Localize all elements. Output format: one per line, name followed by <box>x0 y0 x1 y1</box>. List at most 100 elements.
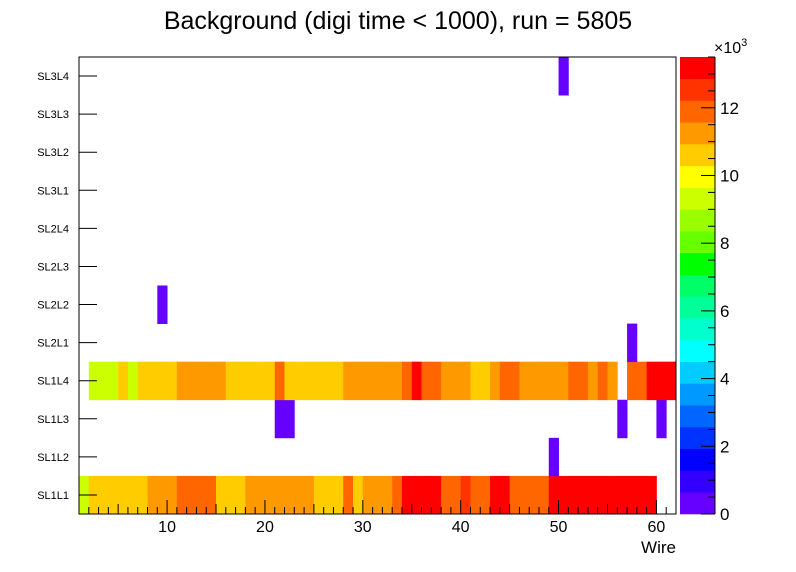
color-scale-swatch <box>680 144 715 167</box>
color-scale-swatch <box>680 274 715 297</box>
heatmap-cell <box>137 475 148 515</box>
color-scale-swatch <box>680 296 715 319</box>
heatmap-cell <box>382 361 393 401</box>
heatmap-cell <box>362 361 374 401</box>
heatmap-cell <box>421 475 432 515</box>
color-scale-swatch <box>680 231 715 254</box>
heatmap-cell <box>617 399 628 439</box>
heatmap-cell <box>274 475 285 515</box>
heatmap-cell <box>646 475 657 515</box>
heatmap-cell <box>392 361 403 401</box>
heatmap-cell <box>392 475 403 515</box>
y-axis: SL1L1 SL1L2 SL1L3 SL1L4 SL2L1 SL2L2 SL2L3 SL2L4… <box>37 71 97 502</box>
heatmap-cell <box>568 361 579 401</box>
heatmap-cell <box>206 475 217 515</box>
z-tick-label: 2 <box>720 437 729 456</box>
y-tick-label: SL1L4 <box>37 376 69 388</box>
heatmap-cell <box>353 361 364 401</box>
color-scale-swatch <box>680 426 715 450</box>
heatmap-cell <box>441 475 452 515</box>
heatmap-cell <box>186 475 197 515</box>
heatmap-cell <box>118 475 129 515</box>
heatmap-cell <box>548 361 559 401</box>
color-scale-swatch <box>680 405 715 428</box>
heatmap-cell <box>225 475 236 515</box>
heatmap-cell <box>450 475 462 515</box>
heatmap-cell <box>274 399 285 439</box>
heatmap-cell <box>157 285 168 324</box>
heatmap-cell <box>216 475 227 515</box>
color-scale-swatch <box>680 165 715 188</box>
x-axis-title: Wire <box>641 538 676 557</box>
x-tick-label: 60 <box>648 519 666 536</box>
heatmap-cell <box>245 361 256 401</box>
y-tick-label: SL1L1 <box>37 490 69 502</box>
heatmap-cell <box>627 475 638 515</box>
heatmap-cell <box>127 475 139 515</box>
y-tick-label: SL3L4 <box>37 71 69 83</box>
heatmap-cell <box>333 361 344 401</box>
x-tick-label: 20 <box>256 519 274 536</box>
heatmap-cell <box>509 361 520 401</box>
z-tick-label: 4 <box>720 370 729 389</box>
heatmap-cell <box>607 361 618 401</box>
heatmap-cell <box>401 475 413 515</box>
z-tick-label: 8 <box>720 234 729 253</box>
color-scale-exponent-base: ×10 <box>714 40 741 57</box>
color-scale-swatch <box>680 470 715 493</box>
y-tick-label: SL1L2 <box>37 452 69 464</box>
heatmap-cell <box>108 361 119 401</box>
heatmap-cell <box>499 475 511 515</box>
heatmap-cell <box>264 475 276 515</box>
color-scale-swatch <box>680 57 715 80</box>
z-tick-label: 12 <box>720 99 739 118</box>
heatmap-cell <box>176 475 188 515</box>
x-tick-label: 50 <box>550 519 568 536</box>
heatmap-cell <box>225 361 236 401</box>
heatmap-cell <box>529 475 540 515</box>
heatmap-cell <box>353 475 364 515</box>
heatmap-cell <box>196 475 207 515</box>
heatmap-cell <box>519 361 530 401</box>
heatmap-cell <box>343 361 354 401</box>
x-tick-label: 10 <box>158 519 176 536</box>
heatmap-cell <box>470 361 481 401</box>
heatmap-cell <box>499 361 511 401</box>
heatmap-cell <box>157 361 168 401</box>
heatmap-cell <box>323 361 334 401</box>
heatmap-cell <box>450 361 462 401</box>
plot-frame <box>78 56 677 515</box>
heatmap-cell <box>157 475 168 515</box>
heatmap-cell <box>382 475 393 515</box>
heatmap-cell <box>372 361 383 401</box>
y-tick-label: SL2L1 <box>37 338 69 350</box>
heatmap-cell <box>304 361 315 401</box>
heatmap-cell <box>372 475 383 515</box>
heatmap-cell <box>147 475 158 515</box>
heatmap-cell <box>460 361 471 401</box>
heatmap-cell <box>627 361 638 401</box>
heatmap-cell <box>656 361 667 401</box>
color-scale-swatch <box>680 187 715 210</box>
heatmap-cell <box>343 475 354 515</box>
heatmap-cell <box>98 361 109 401</box>
heatmap-cell <box>108 475 119 515</box>
heatmap-cell <box>118 361 129 401</box>
color-scale-swatch <box>680 383 715 406</box>
heatmap-cell <box>313 475 325 515</box>
heatmap-cell <box>304 475 315 515</box>
heatmap-cell <box>509 475 520 515</box>
heatmap-cell <box>137 361 148 401</box>
color-scale-swatch <box>680 209 715 232</box>
color-scale-swatch <box>680 122 715 145</box>
color-scale-swatch <box>680 492 715 515</box>
heatmap-cell <box>421 361 432 401</box>
heatmap-cell <box>519 475 530 515</box>
heatmap-cell <box>460 475 471 515</box>
heatmap-cell <box>147 361 158 401</box>
heatmap-cell <box>607 475 618 515</box>
heatmap-cell <box>480 361 491 401</box>
heatmap-cell <box>245 475 256 515</box>
heatmap-cell <box>558 361 569 401</box>
